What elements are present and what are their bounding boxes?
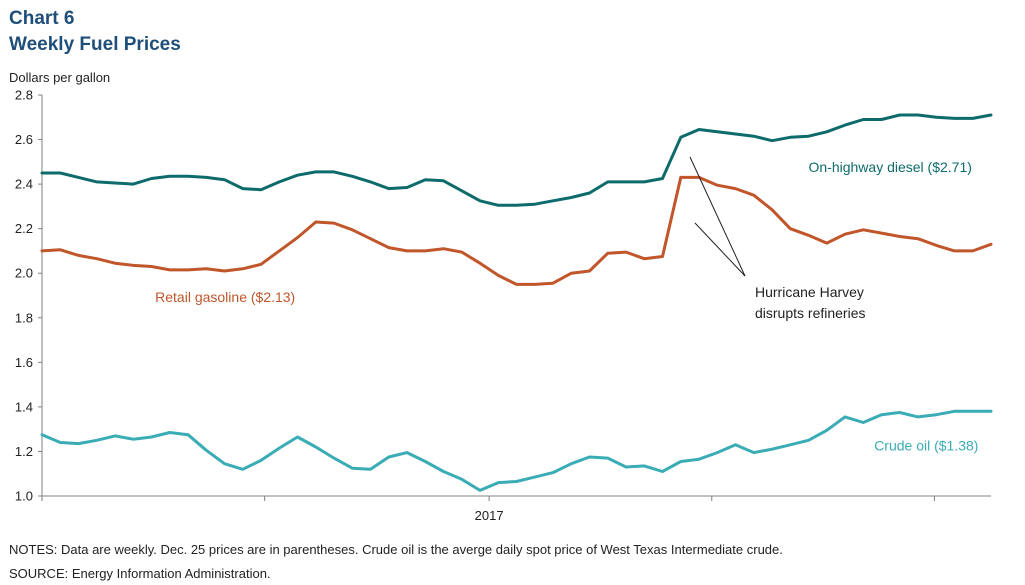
annotation-leader-line <box>694 222 746 277</box>
y-tick-label: 1.8 <box>15 310 33 325</box>
notes-text: NOTES: Data are weekly. Dec. 25 prices a… <box>9 542 783 557</box>
y-tick-label: 2.0 <box>15 266 33 281</box>
y-tick-label: 2.4 <box>15 177 33 192</box>
series-label-crude: Crude oil ($1.38) <box>874 437 978 453</box>
y-tick-label: 1.0 <box>15 489 33 504</box>
series-label-diesel: On-highway diesel ($2.71) <box>809 159 972 175</box>
y-tick-label: 1.2 <box>15 444 33 459</box>
series-label-gasoline: Retail gasoline ($2.13) <box>155 289 295 305</box>
chart-title: Chart 6 <box>9 8 75 29</box>
source-text: SOURCE: Energy Information Administratio… <box>9 566 271 581</box>
annotation-text: Hurricane Harvey <box>755 284 864 300</box>
y-tick-label: 2.2 <box>15 221 33 236</box>
annotation-text: disrupts refineries <box>755 305 866 321</box>
y-tick-label: 2.6 <box>15 132 33 147</box>
y-tick-label: 1.6 <box>15 355 33 370</box>
y-axis-label: Dollars per gallon <box>9 70 111 85</box>
series-line-crude <box>40 409 993 492</box>
y-tick-label: 1.4 <box>15 399 33 414</box>
chart-subtitle: Weekly Fuel Prices <box>9 34 181 55</box>
y-tick-label: 2.8 <box>15 88 33 103</box>
annotation-leader-line <box>689 156 746 277</box>
series-line-gasoline <box>40 175 993 286</box>
series-line-diesel <box>40 113 993 207</box>
x-tick-label: 2017 <box>475 508 504 523</box>
